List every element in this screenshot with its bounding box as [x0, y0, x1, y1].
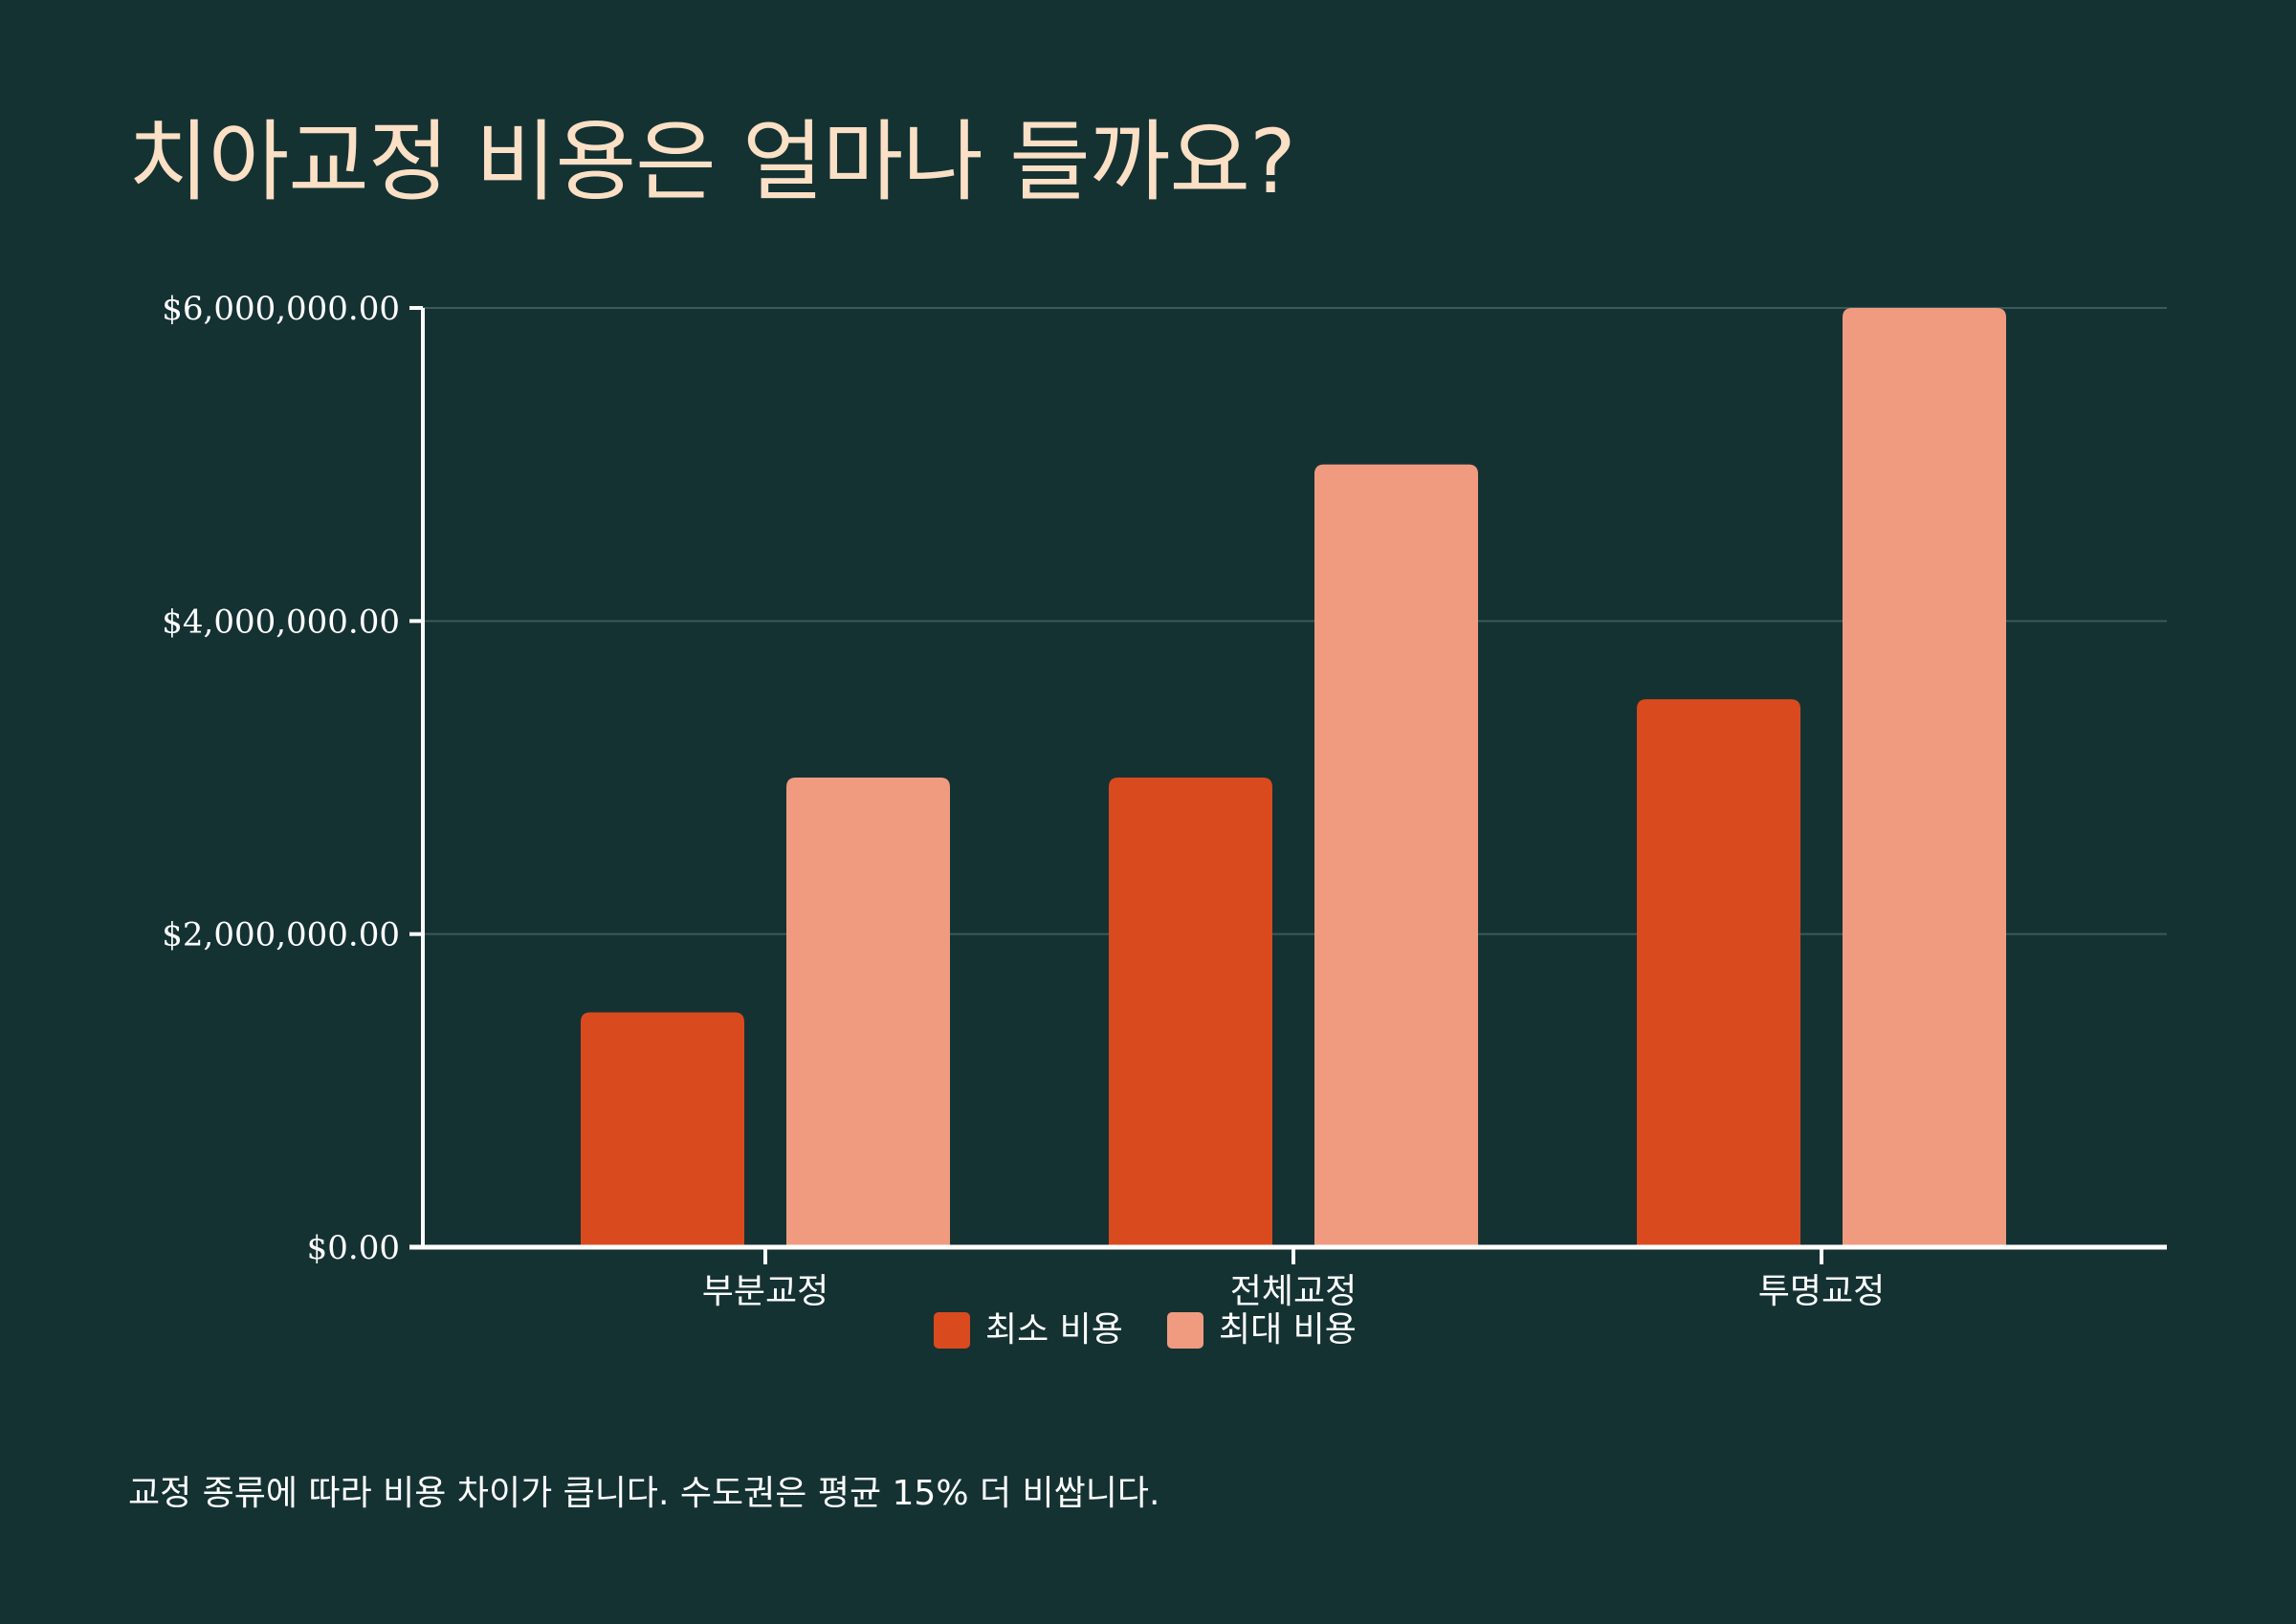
legend: 최소 비용 최대 비용	[934, 1310, 1357, 1350]
tick-labels: $0.00 $2,000,000.00 $4,000,000.00 $6,000,00…	[162, 290, 1885, 1311]
axes	[409, 306, 2167, 1264]
bar-min-1	[581, 1012, 744, 1247]
y-tick-label: $2,000,000.00	[162, 916, 400, 955]
bar-max-2	[1314, 464, 1478, 1248]
legend-label-max: 최대 비용	[1219, 1310, 1357, 1350]
bar-min-2	[1109, 778, 1272, 1247]
y-tick-label: $6,000,000.00	[162, 290, 400, 328]
x-tick-label: 투명교정	[1758, 1272, 1885, 1311]
bar-max-1	[786, 778, 950, 1247]
x-tick-label: 부분교정	[702, 1272, 828, 1311]
legend-swatch-max	[1167, 1312, 1203, 1349]
bar-max-3	[1843, 308, 2006, 1247]
y-tick-label: $4,000,000.00	[162, 603, 400, 641]
legend-label-min: 최소 비용	[985, 1310, 1123, 1350]
bars	[581, 308, 2006, 1248]
x-tick-label: 전체교정	[1230, 1272, 1357, 1311]
y-tick-label: $0.00	[307, 1229, 400, 1267]
legend-swatch-min	[934, 1312, 970, 1349]
page-title: 치아교정 비용은 얼마나 들까요?	[128, 111, 1296, 213]
footer-note: 교정 종류에 따라 비용 차이가 큽니다. 수도권은 평균 15% 더 비쌉니다…	[128, 1474, 1160, 1513]
bar-min-3	[1637, 699, 1800, 1247]
